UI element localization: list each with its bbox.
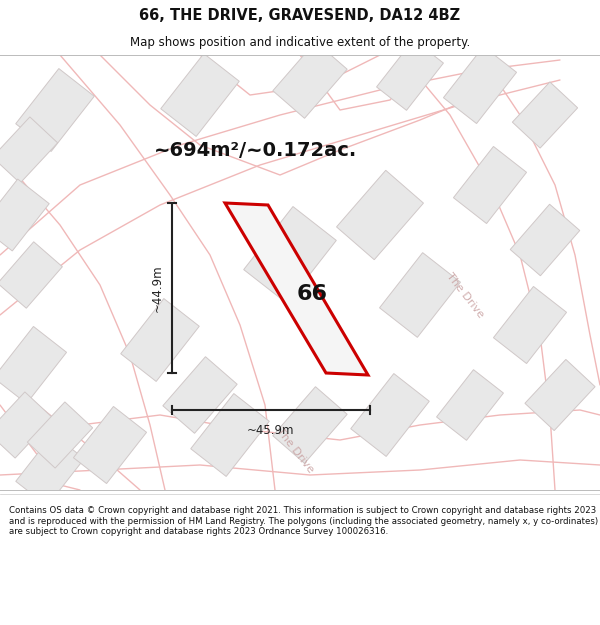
Polygon shape bbox=[443, 46, 517, 124]
Polygon shape bbox=[0, 392, 53, 458]
Polygon shape bbox=[73, 406, 146, 484]
Polygon shape bbox=[493, 286, 566, 364]
Polygon shape bbox=[16, 69, 94, 151]
Polygon shape bbox=[0, 179, 49, 251]
Text: ~44.9m: ~44.9m bbox=[151, 264, 164, 312]
Polygon shape bbox=[0, 242, 62, 308]
Polygon shape bbox=[437, 369, 503, 441]
Polygon shape bbox=[191, 394, 269, 476]
Polygon shape bbox=[16, 434, 84, 506]
Polygon shape bbox=[28, 402, 92, 468]
Polygon shape bbox=[380, 253, 460, 338]
Text: ~694m²/~0.172ac.: ~694m²/~0.172ac. bbox=[154, 141, 356, 159]
Polygon shape bbox=[244, 206, 336, 304]
Polygon shape bbox=[351, 374, 429, 456]
Text: 66: 66 bbox=[296, 284, 327, 304]
Polygon shape bbox=[510, 204, 580, 276]
Polygon shape bbox=[377, 39, 443, 111]
Text: Contains OS data © Crown copyright and database right 2021. This information is : Contains OS data © Crown copyright and d… bbox=[9, 506, 598, 536]
Text: ~45.9m: ~45.9m bbox=[247, 424, 295, 437]
Text: Map shows position and indicative extent of the property.: Map shows position and indicative extent… bbox=[130, 36, 470, 49]
Polygon shape bbox=[273, 42, 347, 118]
Polygon shape bbox=[0, 326, 67, 404]
Polygon shape bbox=[273, 387, 347, 463]
Text: The Drive: The Drive bbox=[274, 426, 316, 474]
Polygon shape bbox=[163, 357, 237, 433]
Polygon shape bbox=[512, 82, 578, 148]
Text: The Drive: The Drive bbox=[445, 271, 485, 319]
Polygon shape bbox=[0, 117, 58, 183]
Polygon shape bbox=[454, 146, 527, 224]
Text: 66, THE DRIVE, GRAVESEND, DA12 4BZ: 66, THE DRIVE, GRAVESEND, DA12 4BZ bbox=[139, 8, 461, 23]
Polygon shape bbox=[161, 54, 239, 136]
Polygon shape bbox=[225, 203, 368, 375]
Polygon shape bbox=[121, 299, 199, 381]
Polygon shape bbox=[525, 359, 595, 431]
Polygon shape bbox=[337, 170, 424, 260]
